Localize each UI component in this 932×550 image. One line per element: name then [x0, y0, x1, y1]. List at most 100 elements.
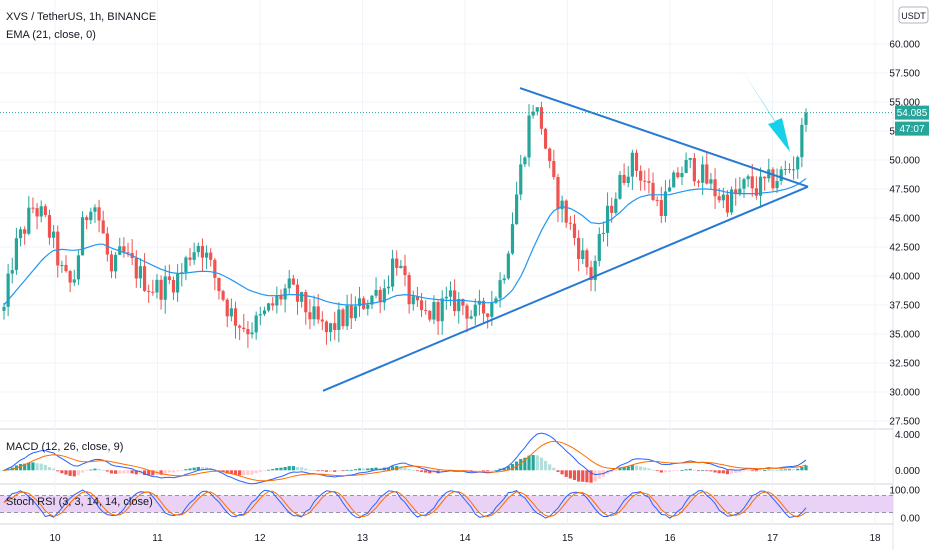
- macd-histogram-bar: [180, 470, 184, 472]
- macd-histogram-bar: [184, 469, 188, 471]
- macd-histogram-bar: [577, 470, 581, 482]
- candle-body-up: [804, 112, 808, 125]
- candle-body-down: [35, 208, 39, 217]
- macd-histogram-bar: [486, 470, 490, 472]
- macd-histogram-bar: [192, 467, 196, 471]
- candle-body-down: [23, 229, 27, 234]
- candle-body-up: [390, 258, 395, 287]
- macd-legend[interactable]: MACD (12, 26, close, 9): [6, 441, 123, 453]
- ascending-trendline: [322, 185, 809, 392]
- candle-body-up: [680, 173, 684, 178]
- currency-button[interactable]: USDT: [898, 6, 929, 24]
- macd-histogram-bar: [316, 470, 320, 472]
- candle-body-up: [386, 286, 391, 289]
- stoch-tick-label: 100.00: [889, 485, 920, 496]
- macd-histogram-bar: [167, 470, 171, 473]
- candle-body-down: [543, 128, 548, 149]
- candle-body-up: [448, 290, 453, 297]
- time-axis[interactable]: 10 11 12 13 14 15 16 17 18: [49, 533, 881, 544]
- macd-histogram-bar: [341, 470, 345, 472]
- macd-histogram-bar: [56, 470, 60, 472]
- price-tick-label: 32.500: [889, 359, 920, 370]
- macd-histogram-bar: [142, 470, 147, 476]
- candle-body-up: [663, 191, 668, 216]
- candle-body-down: [126, 252, 130, 254]
- stoch-legend[interactable]: Stoch RSI (3, 3, 14, 14, close): [6, 496, 153, 508]
- macd-histogram-bar: [800, 466, 804, 471]
- currency-button-frame[interactable]: [898, 6, 929, 24]
- candle-body-down: [233, 308, 238, 326]
- candle-body-down: [109, 254, 114, 272]
- candle-body-down: [43, 206, 47, 216]
- macd-histogram-bar: [490, 470, 494, 472]
- macd-histogram-bar: [114, 470, 118, 474]
- candle-body-down: [308, 312, 312, 320]
- candle-body-down: [659, 200, 663, 216]
- candle-body-up: [93, 207, 97, 212]
- candle-body-up: [469, 316, 473, 319]
- macd-histogram-bar: [783, 469, 787, 471]
- macd-histogram-bar: [667, 470, 672, 472]
- candle-body-down: [572, 223, 577, 238]
- macd-histogram-bar: [750, 470, 754, 472]
- price-axis[interactable]: 27.500 30.000 32.500 35.000 37.500 40.000 42.5…: [889, 40, 920, 525]
- date-tick-label: 14: [459, 533, 471, 544]
- macd-histogram-bar: [147, 470, 151, 476]
- macd-histogram-bar: [552, 467, 556, 471]
- last-price-badge-bg: [895, 105, 929, 120]
- macd-histogram-bar: [742, 470, 746, 472]
- macd-signal-line: [3, 440, 807, 482]
- macd-histogram-bar: [481, 470, 486, 472]
- macd-histogram-bar: [754, 470, 758, 472]
- candle-body-up: [519, 164, 523, 195]
- candle-body-up: [382, 288, 386, 303]
- last-price-value: 54.085: [897, 108, 928, 119]
- date-tick-label: 16: [664, 533, 676, 544]
- candle-body-up: [2, 306, 6, 311]
- price-tick-label: 35.000: [889, 330, 920, 341]
- candle-body-up: [411, 296, 415, 305]
- price-tick-label: 42.500: [889, 243, 920, 254]
- macd-histogram-bar: [291, 466, 295, 471]
- macd-histogram-bar: [535, 455, 539, 471]
- ema-legend[interactable]: EMA (21, close, 0): [6, 29, 96, 41]
- candle-body-up: [560, 200, 564, 210]
- candle-body-down: [548, 148, 552, 162]
- macd-histogram-bar: [130, 470, 134, 474]
- candle-body-up: [796, 157, 800, 170]
- candle-body-down: [151, 291, 155, 293]
- candle-body-up: [729, 189, 734, 213]
- macd-histogram-bar: [217, 470, 221, 472]
- macd-histogram-bar: [403, 466, 407, 471]
- date-tick-label: 18: [869, 533, 881, 544]
- price-tick-label: 30.000: [889, 388, 920, 399]
- macd-histogram-bar: [266, 469, 271, 471]
- price-tick-label: 40.000: [889, 272, 920, 283]
- candlestick-layer: [2, 101, 808, 348]
- candle-body-up: [515, 194, 519, 225]
- currency-button-label[interactable]: USDT: [901, 11, 926, 21]
- candle-body-up: [440, 298, 444, 322]
- candle-body-up: [506, 253, 510, 279]
- price-tick-label: 27.500: [889, 417, 920, 428]
- candle-body-down: [64, 264, 68, 272]
- candle-body-down: [56, 231, 60, 266]
- candle-body-down: [428, 310, 432, 320]
- candle-body-down: [556, 177, 560, 210]
- candle-body-up: [60, 264, 64, 266]
- macd-histogram-bar: [43, 464, 47, 471]
- candle-body-up: [614, 198, 618, 213]
- macd-histogram-bar: [242, 470, 246, 476]
- symbol-title[interactable]: XVS / TetherUS, 1h, BINANCE: [6, 11, 156, 23]
- macd-histogram-bar: [366, 468, 370, 471]
- candle-body-down: [419, 300, 424, 311]
- candle-body-up: [262, 310, 267, 315]
- candle-body-down: [585, 250, 589, 268]
- macd-histogram-bar: [705, 470, 709, 472]
- macd-histogram-bar: [333, 470, 337, 472]
- candle-body-up: [374, 289, 378, 296]
- macd-histogram-bar: [399, 466, 403, 471]
- trendline-layer[interactable]: [322, 70, 809, 392]
- date-tick-label: 12: [254, 533, 266, 544]
